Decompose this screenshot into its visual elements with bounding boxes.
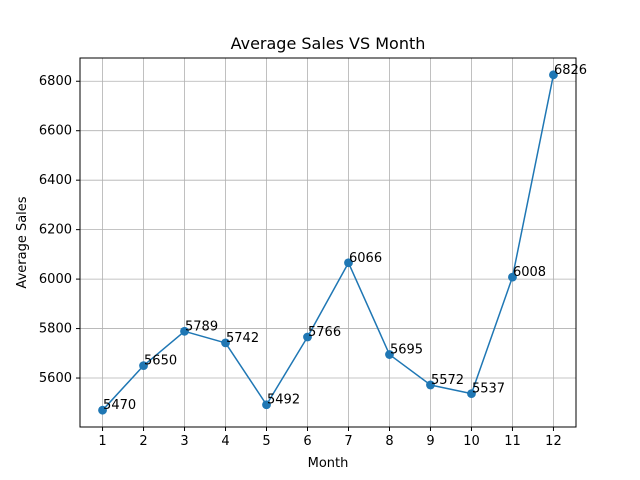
data-label-7: 6066 [349,251,382,266]
x-tick-label-9: 9 [426,434,434,449]
data-label-5: 5492 [267,393,300,408]
x-tick-label-11: 11 [504,434,521,449]
data-point-3 [180,326,189,336]
x-axis-label: Month [308,456,349,471]
data-label-12: 6826 [554,63,587,78]
x-tick-label-8: 8 [385,434,393,449]
grid-lines [80,58,576,427]
data-point-9 [426,380,435,390]
data-label-4: 5742 [226,331,259,346]
chart-title: Average Sales VS Month [231,34,426,53]
data-label-9: 5572 [431,373,464,388]
plot-area [80,58,576,427]
data-label-2: 5650 [144,354,177,369]
y-tick-label-4: 6200 [39,223,72,238]
data-point-7 [344,258,353,268]
data-labels: 5470 5650 5789 5742 5492 5766 6066 5695 5572 5537… [103,63,587,413]
y-tick-label-2: 5800 [39,322,72,337]
data-point-12 [549,70,558,80]
data-point-5 [262,400,271,410]
x-tick-label-2: 2 [139,434,147,449]
data-point-2 [139,361,148,371]
data-label-10: 5537 [472,382,505,397]
x-tick-label-6: 6 [303,434,311,449]
y-axis-label: Average Sales [15,196,30,288]
data-label-6: 5766 [308,325,341,340]
x-tick-label-4: 4 [221,434,229,449]
data-label-8: 5695 [390,343,423,358]
data-point-8 [385,350,394,359]
x-tick-label-5: 5 [262,434,270,449]
x-tick-label-7: 7 [344,434,352,449]
y-tick-label-1: 5600 [39,371,72,386]
series-line-1 [101,74,555,411]
data-point-6 [303,332,312,342]
x-tick-label-3: 3 [180,434,188,449]
series-layer [98,70,558,415]
plot-frame [79,57,577,428]
data-point-10 [467,389,476,399]
x-tick-label-10: 10 [463,434,480,449]
y-tick-label-6: 6600 [39,124,72,139]
x-tick-label-1: 1 [98,434,106,449]
data-point-4 [221,338,230,348]
data-label-3: 5789 [185,319,218,334]
data-point-1 [98,405,107,415]
data-point-11 [508,272,517,282]
data-label-1: 5470 [103,398,136,413]
y-tick-label-7: 6800 [39,74,72,89]
x-tick-label-12: 12 [545,434,562,449]
y-axis-ticks: 5600 5800 6000 6200 6400 6600 6800 [39,74,80,386]
x-axis-ticks: 1 2 3 4 5 6 7 8 9 10 11 12 [98,427,562,449]
y-tick-label-3: 6000 [39,272,72,287]
y-tick-label-5: 6400 [39,173,72,188]
data-label-11: 6008 [513,265,546,280]
